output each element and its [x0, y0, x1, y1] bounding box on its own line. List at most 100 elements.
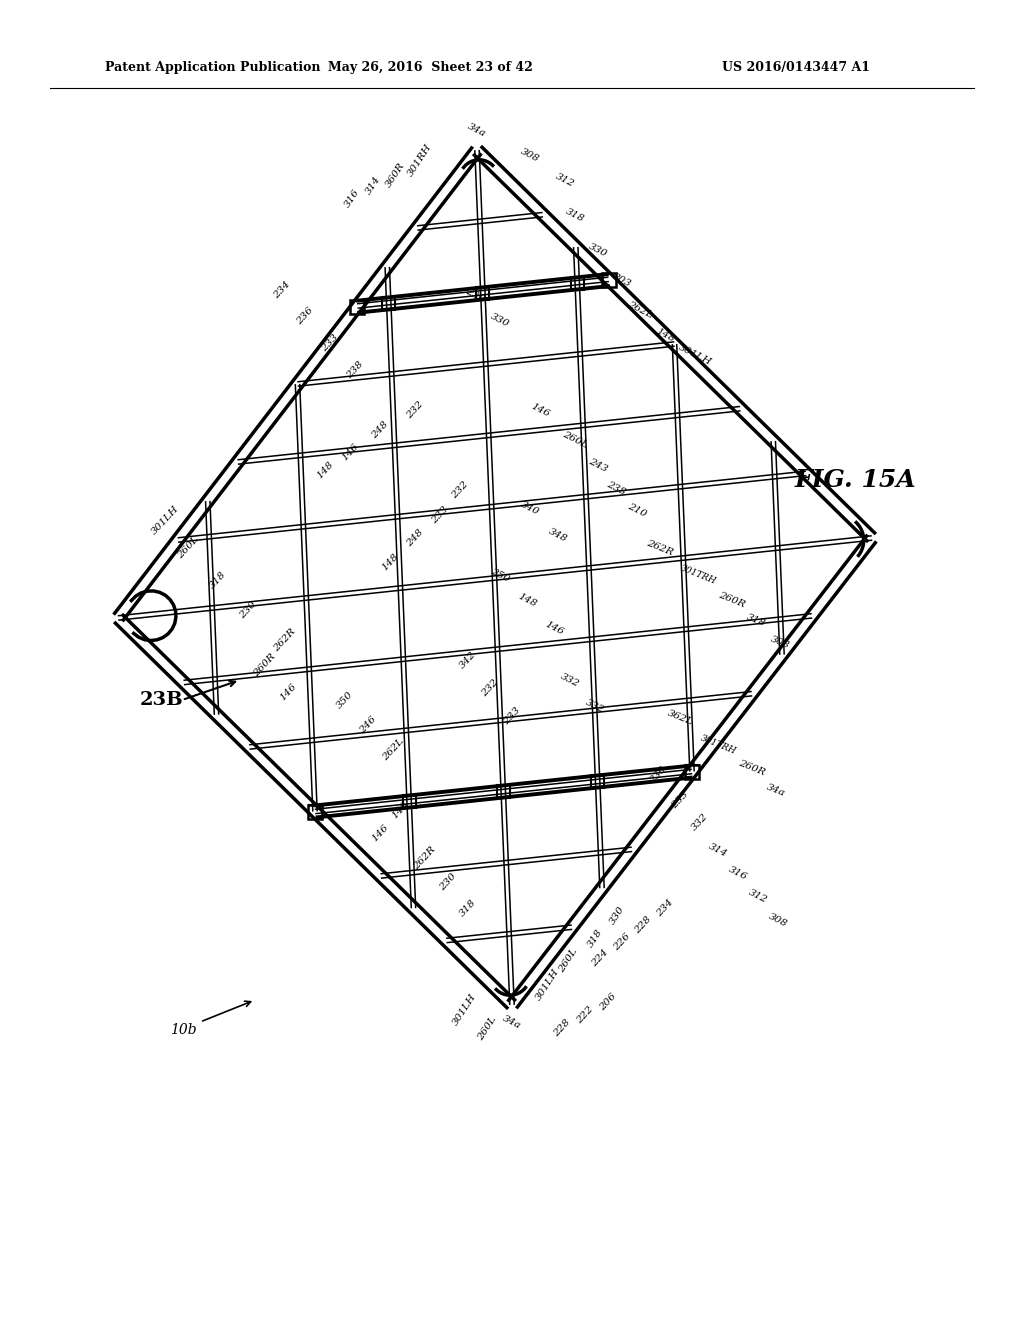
Text: 342: 342 — [458, 649, 478, 671]
Text: May 26, 2016  Sheet 23 of 42: May 26, 2016 Sheet 23 of 42 — [328, 62, 532, 74]
Text: 233: 233 — [670, 789, 690, 810]
Text: 238: 238 — [605, 479, 627, 496]
Text: 148: 148 — [315, 459, 335, 480]
Text: 222: 222 — [574, 1005, 595, 1026]
Text: 228: 228 — [552, 1018, 572, 1039]
Bar — [497, 785, 510, 799]
Text: 260R: 260R — [252, 652, 278, 678]
Text: 246: 246 — [358, 714, 378, 735]
Text: 301LH: 301LH — [535, 968, 561, 1002]
Text: 34a: 34a — [466, 121, 487, 139]
Text: 303: 303 — [611, 272, 633, 289]
Bar — [308, 805, 322, 818]
Text: US 2016/0143447 A1: US 2016/0143447 A1 — [722, 62, 870, 74]
Bar — [685, 764, 699, 779]
Text: 148: 148 — [516, 591, 538, 609]
Text: 226: 226 — [612, 932, 632, 952]
Text: 314: 314 — [708, 841, 729, 858]
Text: 148: 148 — [380, 552, 400, 573]
Text: 360R: 360R — [384, 161, 407, 189]
Text: 262L: 262L — [381, 737, 406, 763]
Text: 260R: 260R — [737, 759, 767, 777]
Text: 248: 248 — [370, 420, 390, 441]
Text: 332: 332 — [690, 812, 710, 833]
Text: 260L: 260L — [175, 535, 201, 561]
Bar — [685, 766, 698, 777]
Bar — [382, 297, 395, 310]
Text: 232: 232 — [404, 400, 425, 420]
Text: 316: 316 — [727, 865, 749, 882]
Text: 301LH: 301LH — [150, 504, 180, 536]
Text: 318: 318 — [564, 206, 586, 223]
Text: 230: 230 — [238, 599, 258, 620]
Text: 340: 340 — [519, 499, 541, 516]
Bar — [350, 300, 364, 314]
Bar — [476, 286, 489, 300]
Text: 350: 350 — [335, 689, 355, 710]
Text: 308: 308 — [769, 634, 791, 649]
Text: 236: 236 — [295, 306, 315, 326]
Text: 148: 148 — [654, 326, 676, 343]
Text: 260L: 260L — [557, 946, 579, 974]
Text: 314: 314 — [364, 174, 382, 195]
Text: 301LH: 301LH — [677, 343, 713, 367]
Text: 260R: 260R — [718, 590, 746, 610]
Text: 34a: 34a — [502, 1014, 522, 1031]
Text: 262R: 262R — [645, 539, 675, 557]
Text: 262R: 262R — [272, 627, 298, 653]
Text: 230: 230 — [648, 764, 668, 785]
Text: 318: 318 — [208, 570, 228, 590]
Text: 301RH: 301RH — [407, 143, 434, 178]
Text: 330: 330 — [489, 312, 511, 329]
Text: 332: 332 — [584, 697, 606, 714]
Text: 301LH: 301LH — [452, 993, 478, 1027]
Text: 243: 243 — [587, 457, 609, 474]
Text: 146: 146 — [278, 681, 298, 702]
Text: 23B: 23B — [140, 690, 184, 709]
Text: 228: 228 — [633, 915, 653, 936]
Bar — [402, 795, 416, 808]
Text: 232: 232 — [450, 479, 470, 500]
Text: 330: 330 — [587, 242, 609, 259]
Text: 301TRH: 301TRH — [679, 564, 717, 586]
Text: 146: 146 — [340, 442, 360, 462]
Text: 262R: 262R — [413, 845, 437, 871]
Bar — [570, 277, 584, 290]
Text: 210: 210 — [626, 502, 648, 519]
Bar — [591, 775, 604, 788]
Bar — [308, 804, 322, 818]
Text: 230: 230 — [464, 286, 486, 304]
Text: 301TRH: 301TRH — [698, 734, 737, 756]
Text: 318: 318 — [745, 612, 767, 628]
Text: FIG. 15A: FIG. 15A — [795, 469, 915, 492]
Text: 362L: 362L — [666, 709, 694, 727]
Text: 308: 308 — [519, 147, 541, 164]
Text: 260L: 260L — [476, 1014, 498, 1041]
Text: 224: 224 — [590, 948, 610, 969]
Text: 230: 230 — [438, 871, 458, 892]
Text: 308: 308 — [767, 912, 788, 928]
Text: 248: 248 — [404, 528, 425, 548]
Text: 330: 330 — [608, 904, 627, 925]
Text: 318: 318 — [458, 898, 478, 919]
Text: 10b: 10b — [170, 1023, 197, 1038]
Text: 146: 146 — [370, 822, 390, 843]
Text: 146: 146 — [543, 619, 565, 636]
Text: 232: 232 — [480, 677, 500, 698]
Text: 260L: 260L — [561, 430, 589, 450]
Text: 238: 238 — [345, 359, 366, 380]
Text: 234: 234 — [655, 898, 675, 919]
Text: 206: 206 — [598, 991, 618, 1012]
Bar — [602, 273, 616, 286]
Text: 250: 250 — [489, 566, 511, 583]
Text: 34a: 34a — [765, 783, 786, 797]
Text: 233: 233 — [430, 504, 451, 525]
Text: 234: 234 — [272, 280, 292, 301]
Text: 318: 318 — [586, 927, 604, 949]
Text: 316: 316 — [343, 187, 361, 209]
Text: Patent Application Publication: Patent Application Publication — [105, 62, 321, 74]
Text: 348: 348 — [547, 527, 569, 544]
Text: 332: 332 — [559, 672, 581, 689]
Text: 312: 312 — [554, 172, 575, 189]
Text: 262L: 262L — [626, 300, 654, 319]
